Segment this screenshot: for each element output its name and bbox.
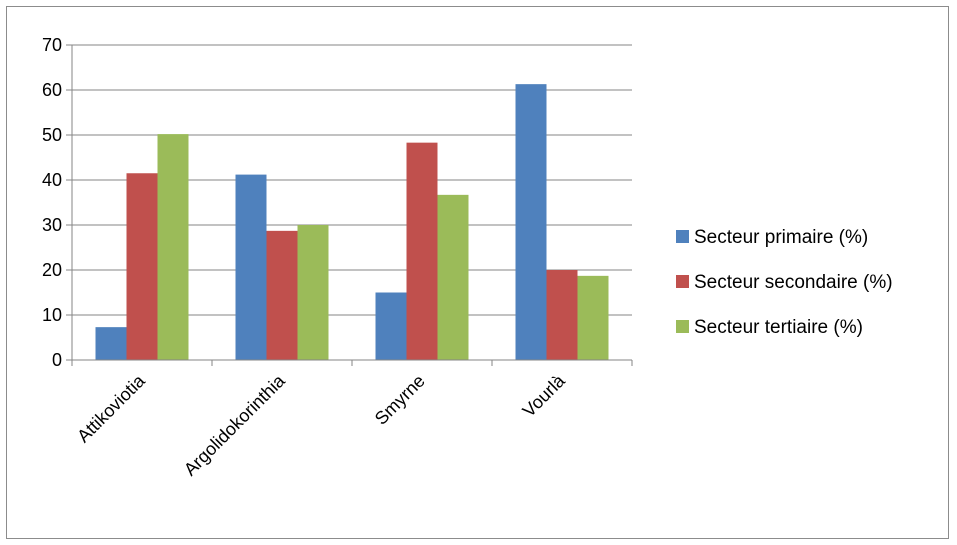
bar-3-2 (297, 225, 329, 360)
x-tick-label: Argolidokorinthia (180, 370, 290, 480)
bar-1-3 (375, 292, 407, 360)
bar-3-4 (577, 275, 609, 360)
y-tick-label: 40 (42, 170, 62, 190)
bar-1-1 (95, 327, 127, 360)
bars (95, 84, 609, 361)
y-tick-label: 10 (42, 305, 62, 325)
legend-swatch (676, 275, 689, 288)
y-tick-label: 70 (42, 35, 62, 55)
bar-2-3 (406, 142, 438, 360)
y-tick-label: 20 (42, 260, 62, 280)
legend-label: Secteur primaire (%) (694, 227, 868, 248)
bar-2-4 (546, 270, 578, 360)
x-tick-label: Smyrne (371, 371, 429, 429)
y-tick-label: 0 (52, 350, 62, 370)
legend-label: Secteur secondaire (%) (694, 272, 893, 293)
x-tick-label: Vourlà (519, 370, 570, 421)
bar-1-2 (235, 174, 267, 360)
y-tick-label: 60 (42, 80, 62, 100)
bar-2-2 (266, 230, 298, 360)
y-tick-labels: 0 10 20 30 40 50 60 70 (42, 35, 62, 370)
x-tick-label: Attikoviotia (73, 370, 149, 446)
bar-3-1 (157, 134, 189, 360)
axes (66, 44, 633, 366)
x-tick-labels: Attikoviotia Argolidokorinthia Smyrne Vourl… (73, 370, 569, 480)
bar-1-4 (515, 84, 547, 361)
bar-3-3 (437, 194, 469, 360)
y-tick-label: 30 (42, 215, 62, 235)
bar-2-1 (126, 173, 158, 360)
legend: Secteur primaire (%) Secteur secondaire (… (676, 227, 893, 338)
y-tick-label: 50 (42, 125, 62, 145)
legend-swatch (676, 230, 689, 243)
legend-swatch (676, 320, 689, 333)
legend-label: Secteur tertiaire (%) (694, 317, 863, 338)
